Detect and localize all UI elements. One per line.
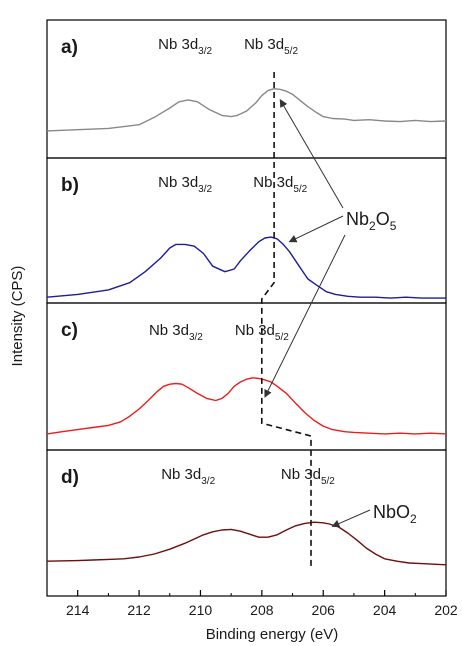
y-axis-label: Intensity (CPS) [9,266,26,367]
peak-label-a-5-2: Nb 3d5/2 [244,36,298,57]
panel-b: b) Nb 3d3/2 Nb 3d5/2 [46,157,447,304]
annotation-layer: Nb2O5 NbO2 [264,99,417,528]
x-axis: 214 212 210 208 206 204 202 [46,590,458,618]
peak-label-c-3-2: Nb 3d3/2 [149,322,203,343]
panel-label-a: a) [61,37,78,58]
panel-c: c) Nb 3d3/2 Nb 3d5/2 [46,302,447,451]
peak-label-d-5-2: Nb 3d5/2 [281,466,335,487]
panel-frame [46,157,447,304]
panel-d: d) Nb 3d3/2 Nb 3d5/2 [46,449,447,597]
spectrum-line-d [46,521,447,566]
annotation-arrow-a [279,99,344,209]
x-tick-label-210: 210 [189,602,213,618]
peak-label-b-5-2: Nb 3d5/2 [253,174,307,195]
peak-label-a-3-2: Nb 3d3/2 [158,36,212,57]
peak-label-d-3-2: Nb 3d3/2 [161,466,215,487]
x-tick-label-202: 202 [434,602,458,618]
annotation-arrow-d [331,509,371,528]
panel-a: a) Nb 3d3/2 Nb 3d5/2 [46,19,447,159]
spectrum-line-a [46,88,447,132]
annotation-arrow-c [264,234,346,398]
annotation-nbo2: NbO2 [373,502,417,526]
x-tick-label-206: 206 [312,602,336,618]
reference-dashed-line [261,72,312,566]
panel-label-c: c) [61,320,78,341]
spectrum-line-b [46,236,446,299]
x-axis-label: Binding energy (eV) [206,626,339,643]
peak-label-b-3-2: Nb 3d3/2 [158,174,212,195]
annotation-nb2o5: Nb2O5 [346,209,397,233]
annotation-arrow-b [288,215,344,243]
x-tick-label-204: 204 [373,602,397,618]
spectrum-line-c [46,377,447,435]
panel-frame [46,449,447,597]
x-tick-label-212: 212 [127,602,151,618]
x-tick-label-208: 208 [250,602,274,618]
panels-layer: a) Nb 3d3/2 Nb 3d5/2 b) Nb 3d3/2 Nb 3d5/2 c) Nb… [46,19,447,597]
panel-label-b: b) [61,175,79,196]
peak-label-c-5-2: Nb 3d5/2 [235,322,289,343]
reference-line-layer [261,72,312,566]
x-tick-label-214: 214 [66,602,90,618]
panel-label-d: d) [61,467,79,488]
